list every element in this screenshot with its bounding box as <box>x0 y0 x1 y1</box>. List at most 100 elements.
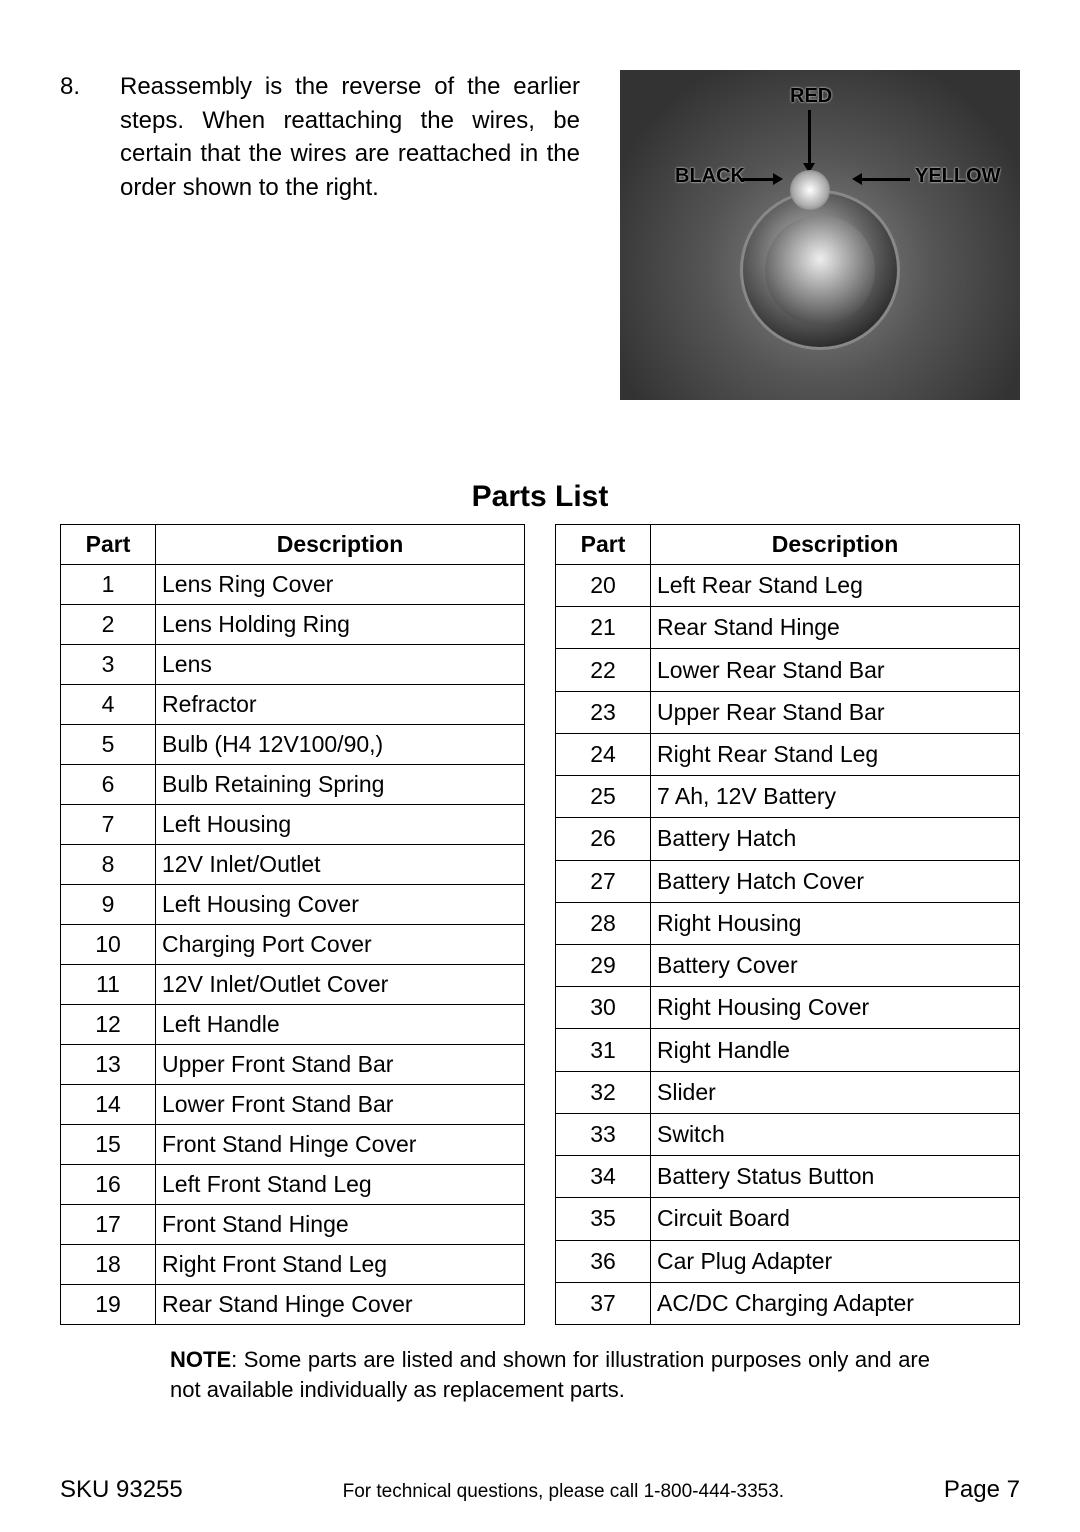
table-row: 3Lens <box>61 645 525 685</box>
table-row: 15Front Stand Hinge Cover <box>61 1125 525 1165</box>
document-page: 8. Reassembly is the reverse of the earl… <box>0 0 1080 1532</box>
part-description-cell: Right Front Stand Leg <box>156 1245 525 1285</box>
table-row: 19Rear Stand Hinge Cover <box>61 1285 525 1325</box>
part-description-cell: Bulb Retaining Spring <box>156 765 525 805</box>
table-row: 31Right Handle <box>556 1029 1020 1071</box>
part-number-cell: 36 <box>556 1240 651 1282</box>
table-row: 32Slider <box>556 1071 1020 1113</box>
wiring-diagram: RED BLACK YELLOW <box>620 70 1020 400</box>
part-number-cell: 23 <box>556 691 651 733</box>
table-row: 36Car Plug Adapter <box>556 1240 1020 1282</box>
part-description-cell: Rear Stand Hinge Cover <box>156 1285 525 1325</box>
part-description-cell: Slider <box>651 1071 1020 1113</box>
part-number-cell: 33 <box>556 1113 651 1155</box>
part-number-cell: 17 <box>61 1205 156 1245</box>
part-description-cell: Lens Holding Ring <box>156 605 525 645</box>
part-description-cell: Refractor <box>156 685 525 725</box>
part-number-cell: 8 <box>61 845 156 885</box>
parts-tables: Part Description 1Lens Ring Cover2Lens H… <box>60 524 1020 1325</box>
part-number-cell: 11 <box>61 965 156 1005</box>
part-description-cell: Right Handle <box>651 1029 1020 1071</box>
table-row: 21Rear Stand Hinge <box>556 607 1020 649</box>
part-description-cell: Front Stand Hinge <box>156 1205 525 1245</box>
note-block: NOTE: Some parts are listed and shown fo… <box>60 1345 1020 1404</box>
part-number-cell: 34 <box>556 1156 651 1198</box>
part-number-cell: 14 <box>61 1085 156 1125</box>
part-description-cell: Left Housing <box>156 805 525 845</box>
part-description-cell: Left Rear Stand Leg <box>651 565 1020 607</box>
note-text: : Some parts are listed and shown for il… <box>170 1347 930 1402</box>
part-description-cell: Right Housing <box>651 902 1020 944</box>
table-row: 6Bulb Retaining Spring <box>61 765 525 805</box>
part-number-cell: 3 <box>61 645 156 685</box>
part-number-cell: 7 <box>61 805 156 845</box>
parts-table-left-body: 1Lens Ring Cover2Lens Holding Ring3Lens4… <box>61 565 525 1325</box>
footer-support: For technical questions, please call 1-8… <box>343 1481 785 1503</box>
part-description-cell: Right Rear Stand Leg <box>651 733 1020 775</box>
part-number-cell: 35 <box>556 1198 651 1240</box>
top-section: 8. Reassembly is the reverse of the earl… <box>60 70 1020 400</box>
table-row: 29Battery Cover <box>556 944 1020 986</box>
table-row: 22Lower Rear Stand Bar <box>556 649 1020 691</box>
part-description-cell: Rear Stand Hinge <box>651 607 1020 649</box>
part-description-cell: Lens Ring Cover <box>156 565 525 605</box>
table-row: 37AC/DC Charging Adapter <box>556 1282 1020 1324</box>
part-description-cell: Charging Port Cover <box>156 925 525 965</box>
table-row: 24Right Rear Stand Leg <box>556 733 1020 775</box>
part-number-cell: 27 <box>556 860 651 902</box>
part-number-cell: 12 <box>61 1005 156 1045</box>
arrow-red-icon <box>808 110 811 165</box>
parts-table-right: Part Description 20Left Rear Stand Leg21… <box>555 524 1020 1325</box>
part-description-cell: Battery Hatch <box>651 818 1020 860</box>
part-description-cell: Battery Hatch Cover <box>651 860 1020 902</box>
part-description-cell: Bulb (H4 12V100/90,) <box>156 725 525 765</box>
page-footer: SKU 93255 For technical questions, pleas… <box>60 1476 1020 1504</box>
instruction-step: 8. Reassembly is the reverse of the earl… <box>60 70 580 400</box>
table-row: 20Left Rear Stand Leg <box>556 565 1020 607</box>
wire-label-black: BLACK <box>675 165 745 188</box>
part-number-cell: 6 <box>61 765 156 805</box>
part-number-cell: 29 <box>556 944 651 986</box>
part-description-cell: Front Stand Hinge Cover <box>156 1125 525 1165</box>
part-description-cell: Lower Front Stand Bar <box>156 1085 525 1125</box>
part-number-cell: 21 <box>556 607 651 649</box>
bulb-inner-icon <box>765 215 875 325</box>
part-description-cell: 7 Ah, 12V Battery <box>651 776 1020 818</box>
part-number-cell: 28 <box>556 902 651 944</box>
part-number-cell: 30 <box>556 987 651 1029</box>
table-row: 812V Inlet/Outlet <box>61 845 525 885</box>
parts-table-right-body: 20Left Rear Stand Leg21Rear Stand Hinge2… <box>556 565 1020 1325</box>
bulb-top-icon <box>790 170 830 210</box>
part-number-cell: 37 <box>556 1282 651 1324</box>
part-number-cell: 1 <box>61 565 156 605</box>
table-row: 13Upper Front Stand Bar <box>61 1045 525 1085</box>
part-number-cell: 13 <box>61 1045 156 1085</box>
step-text: Reassembly is the reverse of the earlier… <box>120 70 580 400</box>
part-description-cell: Circuit Board <box>651 1198 1020 1240</box>
part-number-cell: 24 <box>556 733 651 775</box>
table-header-row: Part Description <box>556 525 1020 565</box>
footer-sku: SKU 93255 <box>60 1476 183 1504</box>
parts-list-title: Parts List <box>60 480 1020 514</box>
note-label: NOTE <box>170 1347 231 1372</box>
table-row: 1Lens Ring Cover <box>61 565 525 605</box>
part-number-cell: 9 <box>61 885 156 925</box>
table-row: 7Left Housing <box>61 805 525 845</box>
table-row: 30Right Housing Cover <box>556 987 1020 1029</box>
part-number-cell: 15 <box>61 1125 156 1165</box>
header-description: Description <box>651 525 1020 565</box>
part-description-cell: Right Housing Cover <box>651 987 1020 1029</box>
table-row: 257 Ah, 12V Battery <box>556 776 1020 818</box>
arrow-black-icon <box>740 178 775 181</box>
part-description-cell: Battery Cover <box>651 944 1020 986</box>
part-description-cell: Upper Front Stand Bar <box>156 1045 525 1085</box>
part-number-cell: 19 <box>61 1285 156 1325</box>
part-description-cell: Switch <box>651 1113 1020 1155</box>
part-number-cell: 22 <box>556 649 651 691</box>
table-row: 9Left Housing Cover <box>61 885 525 925</box>
table-row: 18Right Front Stand Leg <box>61 1245 525 1285</box>
table-row: 34Battery Status Button <box>556 1156 1020 1198</box>
part-number-cell: 26 <box>556 818 651 860</box>
part-description-cell: 12V Inlet/Outlet Cover <box>156 965 525 1005</box>
part-number-cell: 18 <box>61 1245 156 1285</box>
